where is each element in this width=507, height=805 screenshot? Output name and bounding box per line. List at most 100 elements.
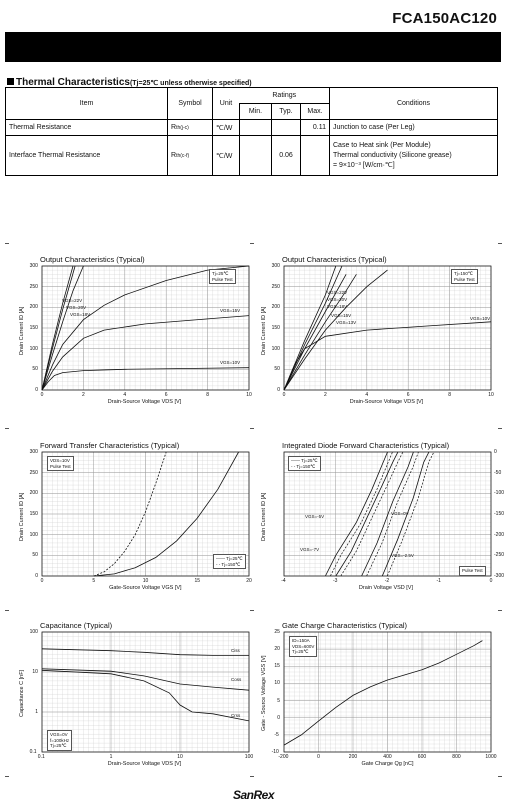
series-line-150c xyxy=(386,451,435,577)
x-tick-label: -3 xyxy=(332,578,338,584)
series-line xyxy=(361,451,414,577)
series-line xyxy=(41,265,84,391)
thermal-condition: (Tj=25℃ unless otherwise specified) xyxy=(129,80,252,87)
y-tick-label: -50 xyxy=(494,469,502,476)
row-conditions: Case to Heat sink (Per Module) Thermal c… xyxy=(329,135,498,176)
y-tick-label: 50 xyxy=(32,366,38,373)
annotation-label: VGS=18V xyxy=(327,304,348,309)
x-tick-label: 6 xyxy=(406,392,410,398)
y-tick-label: 20 xyxy=(274,646,280,653)
separator-tick xyxy=(250,610,254,611)
annotation-label: VGS=-2.5V xyxy=(391,553,414,558)
x-tick-label: 10 xyxy=(246,392,252,398)
separator-tick xyxy=(250,243,254,244)
legend-box: —— Tj=25℃ - - Tj=150℃ xyxy=(213,554,246,569)
condition-line: Tj=25℃ xyxy=(50,743,67,748)
y-tick-label: 150 xyxy=(29,511,38,517)
plot-frame xyxy=(283,265,492,391)
symbol-sub: th(j-c) xyxy=(176,125,189,131)
annotation-label: VGS=20V xyxy=(66,305,87,310)
x-tick-label: 100 xyxy=(244,754,254,760)
series-line xyxy=(41,265,250,391)
y-tick-label: 250 xyxy=(29,283,38,290)
x-tick-label: 0 xyxy=(317,754,320,760)
plot-frame xyxy=(41,631,250,753)
table-subheader-row: Min. Typ. Max. xyxy=(6,103,498,120)
x-tick-label: 8 xyxy=(448,392,451,398)
condition-box: Tj=25℃ Pulse Test xyxy=(209,269,236,284)
annotation-label: VGS=13V xyxy=(336,320,357,325)
series-line xyxy=(283,274,357,391)
condition-line: Tj=25℃ xyxy=(212,271,229,276)
x-tick-label: 1 xyxy=(109,754,113,760)
x-axis-label: Drain-Source Voltage VDS [V] xyxy=(107,761,182,767)
chart-title: Output Characteristics (Typical) xyxy=(40,255,145,264)
condition-line: Pulse Test xyxy=(462,568,483,573)
series-line xyxy=(283,265,343,391)
condition-box: VDS=10V Pulse Test xyxy=(47,456,74,471)
condition-box: Pulse Test xyxy=(459,566,486,576)
y-tick-label: 250 xyxy=(29,469,38,476)
plot-frame xyxy=(283,631,492,753)
condition-box: Tj=150℃ Pulse Test xyxy=(451,269,478,284)
y-tick-label: 100 xyxy=(29,629,38,635)
y-tick-label: 5 xyxy=(277,697,280,704)
y-tick-label: 0 xyxy=(35,573,38,579)
x-tick-label: -4 xyxy=(281,578,286,584)
legend-entry: - - Tj=150℃ xyxy=(216,561,241,567)
x-tick-label: 0.1 xyxy=(37,754,45,760)
x-axis-label: Drain-Source Voltage VDS [V] xyxy=(349,399,424,405)
y-tick-label: 0 xyxy=(35,387,38,393)
sanrex-logo: SanRex xyxy=(232,788,275,802)
series-label: Ciss xyxy=(231,648,240,653)
series-line-150c xyxy=(340,451,404,577)
thermal-title: Thermal Characteristics xyxy=(16,77,130,88)
x-tick-label: 10 xyxy=(177,754,183,760)
x-tick-label: 2 xyxy=(82,392,85,398)
y-tick-label: 100 xyxy=(29,531,38,538)
condition-line: VGS=0V xyxy=(50,732,68,737)
y-tick-label: 300 xyxy=(29,263,38,269)
x-tick-label: 400 xyxy=(383,754,392,760)
series-line xyxy=(93,451,167,577)
chart-title: Capacitance (Typical) xyxy=(40,621,113,630)
x-tick-label: 0 xyxy=(282,392,286,398)
annotation-label: VGS=18V xyxy=(70,312,91,317)
separator-tick xyxy=(250,428,254,429)
y-axis-label: Gate - Source Voltage VGS [V] xyxy=(261,655,267,731)
x-tick-label: 10 xyxy=(142,578,149,584)
series-label: Coss xyxy=(231,677,242,682)
series-line xyxy=(41,265,76,391)
y-tick-label: 10 xyxy=(274,680,280,687)
y-tick-label: 250 xyxy=(271,283,280,290)
condition-box: ID=150A VDS=600V Tj=25℃ xyxy=(289,636,318,657)
condition-line: f=100kHz xyxy=(50,737,70,743)
condition-line: Tj=150℃ xyxy=(454,271,473,276)
annotation-label: VGS=-7V xyxy=(300,547,320,552)
annotation-label: VGS=10V xyxy=(220,360,241,365)
plot-frame xyxy=(41,265,250,391)
x-tick-label: 5 xyxy=(92,578,96,584)
y-tick-label: 25 xyxy=(274,629,280,635)
legend-entry: - - Tj=150℃ xyxy=(291,463,316,469)
series-line xyxy=(41,367,250,391)
separator-tick xyxy=(5,428,9,429)
separator-tick xyxy=(5,776,9,777)
y-tick-label: 50 xyxy=(32,552,38,559)
row-min xyxy=(239,135,272,176)
y-tick-label: 1 xyxy=(35,709,38,715)
annotation-label: VGS=20V xyxy=(327,297,348,302)
condition-line: Pulse Test xyxy=(212,276,233,282)
x-tick-label: 0 xyxy=(40,392,44,398)
header-item: Item xyxy=(5,87,168,120)
y-tick-label: -5 xyxy=(274,731,279,738)
x-tick-label: 10 xyxy=(488,392,494,398)
y-tick-label: -300 xyxy=(494,573,505,579)
condition-line: Case to Heat sink (Per Module) xyxy=(333,141,431,149)
series-line xyxy=(41,669,250,722)
x-tick-label: 0 xyxy=(40,578,44,584)
x-tick-label: 4 xyxy=(365,392,369,398)
y-tick-label: 100 xyxy=(271,345,280,352)
